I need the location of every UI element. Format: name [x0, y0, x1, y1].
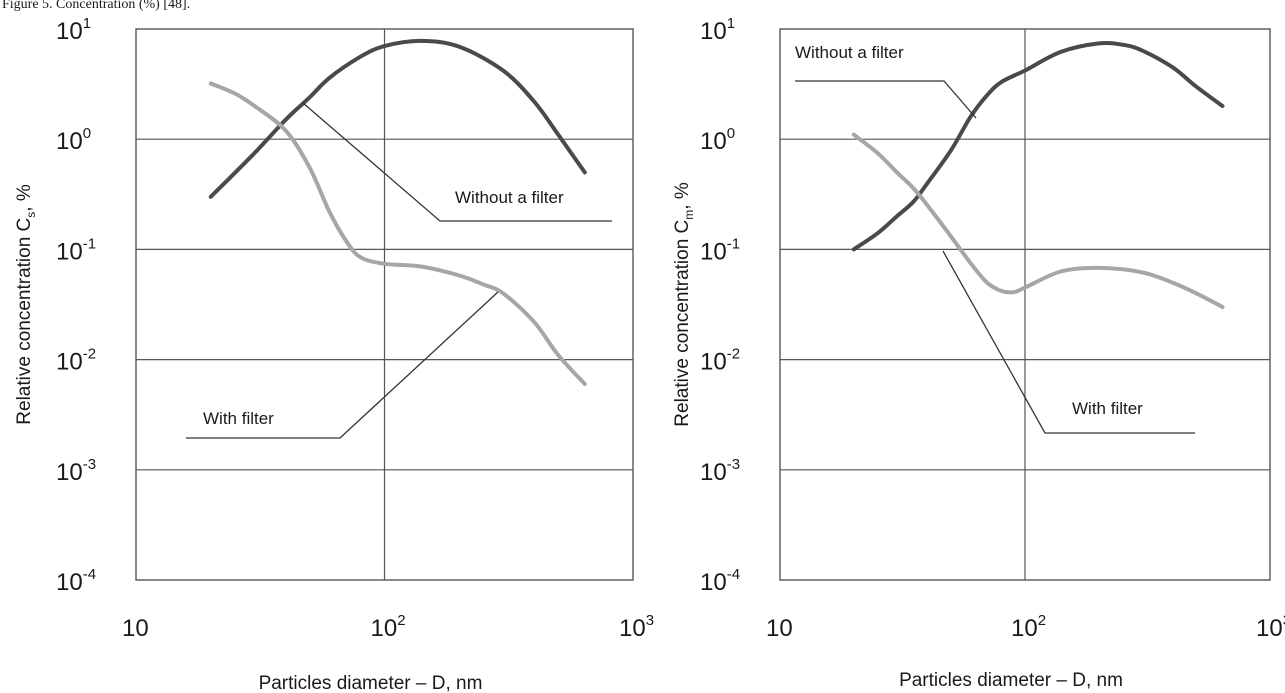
y-tick-exponent: 1	[83, 15, 91, 32]
x-tick-base: 10	[1256, 615, 1283, 642]
y-tick-exponent: 0	[727, 125, 735, 142]
y-axis-label: Relative concentration Cs, %	[14, 184, 38, 425]
x-tick-base: 10	[1011, 615, 1038, 642]
y-tick-base: 10	[56, 569, 83, 596]
series-annotation-label: Without a filter	[795, 43, 904, 62]
series-annotation-label: Without a filter	[455, 188, 564, 207]
series-line-without-filter	[851, 40, 1225, 252]
y-tick-base: 10	[700, 18, 727, 45]
y-tick-exponent: -2	[727, 346, 740, 363]
y-tick-exponent: -3	[727, 456, 740, 473]
y-tick-label: 10-4	[56, 566, 96, 596]
x-tick-exponent: 2	[397, 612, 405, 629]
y-tick-base: 10	[56, 459, 83, 486]
x-tick-base: 10	[619, 615, 646, 642]
y-tick-base: 10	[56, 128, 83, 155]
series-annotation-label: With filter	[203, 409, 274, 428]
y-axis-label-unit: , %	[672, 182, 693, 210]
y-axis-label-unit: , %	[14, 184, 35, 212]
y-tick-exponent: -4	[727, 566, 740, 583]
x-tick-base: 10	[766, 615, 793, 642]
y-tick-base: 10	[56, 18, 83, 45]
y-tick-exponent: -4	[83, 566, 96, 583]
y-axis-label-subscript: s	[24, 212, 38, 218]
plot-frame	[135, 28, 634, 581]
series-leader-line	[795, 80, 977, 119]
y-tick-base: 10	[56, 238, 83, 265]
y-tick-exponent: -3	[83, 456, 96, 473]
y-tick-label: 10-3	[56, 456, 96, 486]
y-tick-label: 10-1	[700, 235, 740, 265]
y-tick-base: 10	[56, 349, 83, 376]
series-line-without-filter	[208, 38, 587, 199]
y-tick-base: 10	[700, 349, 727, 376]
series-leader-line	[302, 102, 612, 222]
x-axis-label: Particles diameter – D, nm	[259, 673, 483, 693]
series-line-with-filter	[851, 132, 1225, 309]
chart-2: 10110010-110-210-310-410102103Particles …	[672, 15, 1285, 691]
y-tick-label: 10-4	[700, 566, 740, 596]
x-tick-exponent: 2	[1038, 612, 1046, 629]
y-tick-base: 10	[700, 459, 727, 486]
x-tick-label: 10	[122, 615, 149, 642]
y-tick-base: 10	[700, 238, 727, 265]
y-tick-exponent: -2	[83, 346, 96, 363]
y-tick-exponent: 0	[83, 125, 91, 142]
series-line-with-filter	[208, 81, 587, 386]
y-tick-label: 100	[700, 125, 735, 155]
y-tick-base: 10	[700, 128, 727, 155]
series-leader-line	[186, 291, 499, 439]
plot-frame	[779, 28, 1271, 581]
y-tick-label: 101	[56, 15, 91, 45]
y-tick-exponent: 1	[727, 15, 735, 32]
series-annotation-label: With filter	[1072, 399, 1143, 418]
y-tick-label: 10-2	[700, 346, 740, 376]
y-tick-label: 10-1	[56, 235, 96, 265]
series-leader-line	[942, 250, 1195, 434]
y-tick-label: 10-3	[700, 456, 740, 486]
figure-caption: Figure 5. Concentration (%) [48].	[2, 0, 191, 12]
y-axis-label-main: Relative concentration C	[672, 220, 693, 427]
x-tick-base: 10	[371, 615, 398, 642]
y-tick-base: 10	[700, 569, 727, 596]
x-tick-label: 103	[1256, 612, 1285, 642]
x-tick-label: 102	[1011, 612, 1046, 642]
x-tick-label: 103	[619, 612, 654, 642]
y-tick-label: 101	[700, 15, 735, 45]
y-axis-label-main: Relative concentration C	[14, 218, 35, 425]
y-tick-exponent: -1	[83, 235, 96, 252]
x-tick-label: 102	[371, 612, 406, 642]
y-axis-label-subscript: m	[682, 210, 696, 220]
y-tick-exponent: -1	[727, 235, 740, 252]
y-tick-label: 100	[56, 125, 91, 155]
x-tick-exponent: 3	[1283, 612, 1285, 629]
x-tick-exponent: 3	[646, 612, 654, 629]
y-axis-label: Relative concentration Cm, %	[672, 182, 696, 427]
y-tick-label: 10-2	[56, 346, 96, 376]
x-tick-base: 10	[122, 615, 149, 642]
x-tick-label: 10	[766, 615, 793, 642]
x-axis-label: Particles diameter – D, nm	[899, 670, 1123, 691]
